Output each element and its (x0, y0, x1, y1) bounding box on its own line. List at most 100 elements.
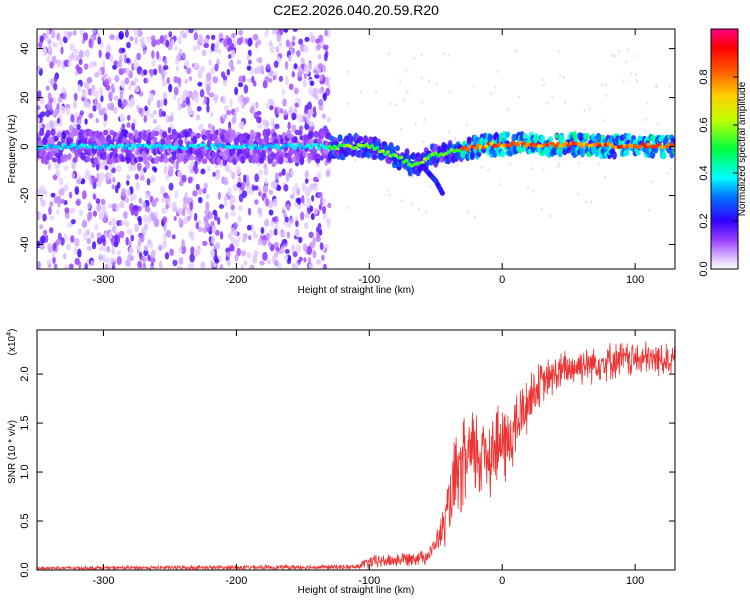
noise-blob (85, 168, 90, 177)
noise-blob (96, 203, 102, 212)
signal-halo (72, 156, 78, 163)
noise-blob (189, 253, 195, 263)
noise-blob (312, 87, 319, 96)
noise-blob (67, 153, 72, 161)
noise-blob (297, 71, 302, 78)
noise-blob (274, 106, 278, 116)
noise-blob (122, 99, 128, 107)
noise-blob (59, 199, 66, 205)
noise-blob (128, 246, 135, 255)
noise-blob (41, 46, 48, 55)
noise-blob (230, 48, 236, 58)
noise-blob (549, 214, 552, 218)
noise-blob (45, 123, 51, 130)
x-tick-label: -100 (358, 274, 380, 286)
noise-blob (175, 160, 179, 170)
noise-blob (304, 178, 309, 184)
noise-blob (165, 204, 169, 210)
signal-halo (626, 132, 632, 142)
noise-blob (175, 54, 182, 62)
noise-blob (248, 59, 252, 65)
signal-halo (72, 128, 78, 137)
noise-blob (92, 104, 97, 112)
noise-blob (318, 87, 324, 95)
noise-blob (302, 243, 308, 252)
noise-blob (134, 86, 140, 93)
noise-blob (236, 247, 241, 257)
colorbar-tick-label: 0.4 (698, 165, 710, 180)
noise-blob (327, 202, 332, 209)
noise-blob (321, 198, 327, 204)
noise-blob (84, 118, 88, 125)
branch-blob (439, 190, 445, 196)
noise-blob (214, 172, 221, 181)
noise-blob (305, 68, 310, 75)
noise-blob (166, 77, 170, 85)
noise-blob (60, 187, 65, 196)
noise-blob (473, 215, 476, 219)
noise-blob (583, 127, 586, 132)
noise-blob (192, 165, 197, 172)
noise-blob (84, 49, 90, 58)
noise-blob (63, 59, 70, 68)
noise-blob (131, 164, 137, 171)
noise-blob (285, 172, 290, 182)
noise-blob (96, 236, 103, 245)
noise-blob (243, 84, 249, 94)
noise-blob (203, 209, 208, 215)
noise-blob (312, 176, 318, 183)
noise-blob (428, 79, 431, 83)
noise-blob (256, 162, 261, 168)
noise-blob (97, 36, 102, 45)
signal-halo (466, 137, 472, 146)
noise-blob (205, 194, 210, 199)
noise-blob (236, 59, 242, 65)
noise-blob (70, 218, 76, 225)
noise-blob (173, 216, 177, 221)
signal-halo (201, 134, 207, 141)
noise-blob (266, 258, 271, 265)
noise-blob (44, 234, 49, 243)
noise-blob (223, 180, 229, 186)
noise-blob (112, 176, 116, 183)
noise-blob (238, 120, 245, 130)
noise-blob (119, 201, 125, 209)
noise-blob (318, 228, 323, 236)
noise-blob (172, 259, 178, 267)
noise-blob (319, 242, 324, 251)
noise-blob (611, 53, 614, 58)
noise-blob (411, 202, 414, 206)
noise-blob (292, 35, 296, 41)
noise-blob (177, 265, 183, 269)
noise-blob (162, 240, 167, 249)
colorbar-tick-label: 0.2 (698, 213, 710, 228)
noise-blob (305, 186, 311, 196)
noise-blob (156, 51, 160, 60)
noise-blob (296, 187, 301, 196)
noise-blob (655, 84, 658, 88)
noise-blob (231, 171, 236, 180)
noise-blob (37, 117, 41, 123)
noise-blob (284, 60, 289, 70)
signal-core (335, 146, 340, 151)
noise-blob (150, 175, 156, 183)
noise-blob (161, 207, 166, 214)
signal-halo (404, 148, 410, 156)
noise-blob (47, 243, 53, 249)
noise-blob (60, 105, 66, 115)
noise-blob (88, 113, 94, 119)
noise-blob (156, 99, 161, 109)
noise-blob (95, 198, 101, 204)
noise-blob (79, 110, 84, 116)
noise-blob (251, 184, 256, 192)
noise-blob (68, 191, 73, 199)
snr-x-label: Height of straight line (km) (298, 585, 415, 596)
noise-blob (70, 114, 75, 123)
noise-blob (125, 236, 130, 246)
noise-blob (301, 184, 307, 192)
noise-blob (46, 259, 52, 265)
noise-blob (69, 43, 76, 52)
noise-blob (388, 193, 391, 197)
noise-blob (38, 41, 43, 49)
noise-blob (226, 68, 231, 76)
